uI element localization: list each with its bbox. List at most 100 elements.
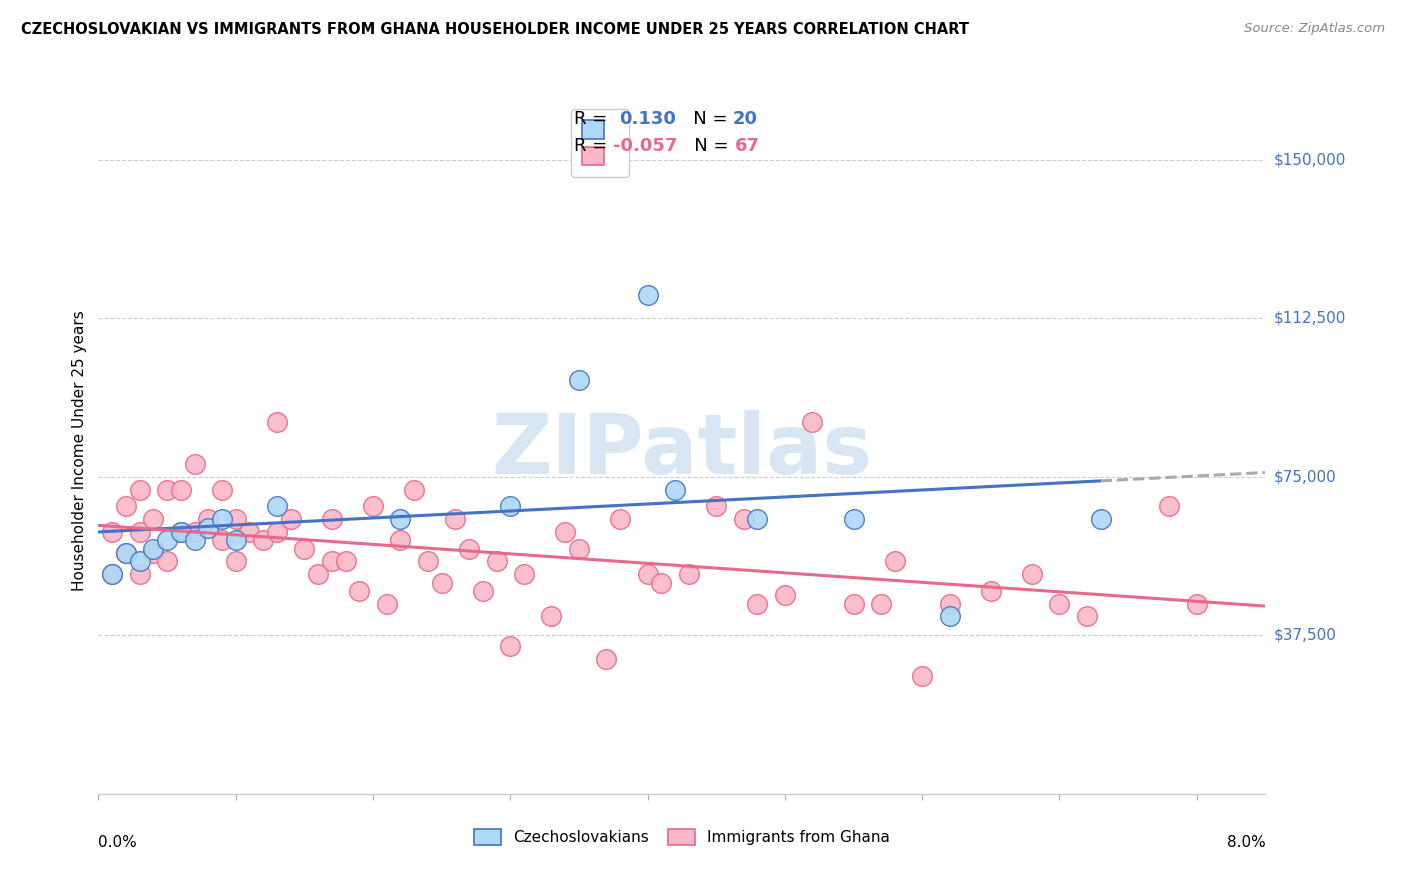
Point (911, 668, 934, 682)
Text: $37,500: $37,500 (1274, 628, 1337, 643)
Point (704, 500, 727, 514)
Point (142, 546, 165, 560)
Point (252, 533, 274, 548)
Point (375, 597, 398, 611)
Text: $112,500: $112,500 (1274, 311, 1346, 326)
Point (197, 520, 219, 534)
Text: 67: 67 (734, 136, 759, 155)
Point (747, 512, 769, 526)
Point (128, 567, 150, 582)
Point (115, 546, 138, 560)
Point (458, 541, 481, 556)
Point (1185, 597, 1208, 611)
Point (101, 567, 124, 582)
Text: -0.057: -0.057 (613, 136, 678, 155)
Point (101, 567, 124, 582)
Legend: Czechoslovakians, Immigrants from Ghana: Czechoslovakians, Immigrants from Ghana (468, 823, 896, 852)
Point (773, 588, 796, 602)
Point (156, 533, 179, 548)
Text: CZECHOSLOVAKIAN VS IMMIGRANTS FROM GHANA HOUSEHOLDER INCOME UNDER 25 YEARS CORRE: CZECHOSLOVAKIAN VS IMMIGRANTS FROM GHANA… (21, 22, 969, 37)
Point (115, 500, 138, 514)
Point (485, 554, 508, 568)
Point (1076, 609, 1098, 624)
Point (211, 483, 233, 497)
Text: Source: ZipAtlas.com: Source: ZipAtlas.com (1244, 22, 1385, 36)
Y-axis label: Householder Income Under 25 years: Householder Income Under 25 years (72, 310, 87, 591)
Point (197, 512, 219, 526)
Point (1159, 500, 1181, 514)
Text: 8.0%: 8.0% (1226, 835, 1265, 850)
Point (499, 500, 522, 514)
Point (883, 554, 905, 568)
Point (156, 554, 179, 568)
Point (499, 639, 522, 653)
Point (471, 584, 494, 599)
Text: $75,000: $75,000 (1274, 469, 1337, 484)
Point (280, 512, 302, 526)
Point (128, 483, 150, 497)
Point (637, 567, 659, 582)
Point (142, 512, 165, 526)
Point (156, 483, 179, 497)
Point (183, 524, 205, 539)
Point (292, 541, 315, 556)
Point (842, 597, 865, 611)
Point (980, 584, 1002, 599)
Text: 20: 20 (733, 111, 758, 128)
Text: R =: R = (574, 136, 613, 155)
Point (238, 524, 260, 539)
Text: ZIPatlas: ZIPatlas (492, 410, 872, 491)
Point (389, 512, 412, 526)
Point (101, 524, 124, 539)
Point (349, 584, 371, 599)
Point (266, 524, 288, 539)
Point (404, 483, 426, 497)
Point (664, 483, 686, 497)
Point (747, 597, 769, 611)
Text: $150,000: $150,000 (1274, 153, 1346, 168)
Point (183, 533, 205, 548)
Point (183, 457, 205, 471)
Point (513, 567, 536, 582)
Point (416, 554, 439, 568)
Text: R =: R = (574, 111, 619, 128)
Point (554, 524, 576, 539)
Point (938, 609, 960, 624)
Point (540, 609, 562, 624)
Point (115, 546, 138, 560)
Point (1090, 512, 1112, 526)
Point (733, 512, 755, 526)
Point (266, 500, 288, 514)
Point (170, 524, 193, 539)
Text: N =: N = (678, 136, 734, 155)
Text: N =: N = (675, 111, 733, 128)
Point (938, 597, 960, 611)
Point (801, 415, 824, 429)
Point (595, 651, 617, 665)
Point (142, 541, 165, 556)
Point (225, 554, 247, 568)
Point (225, 533, 247, 548)
Point (225, 512, 247, 526)
Point (211, 512, 233, 526)
Point (842, 512, 865, 526)
Point (678, 567, 700, 582)
Point (1049, 597, 1071, 611)
Point (128, 524, 150, 539)
Point (389, 533, 412, 548)
Point (211, 533, 233, 548)
Point (568, 373, 591, 387)
Point (609, 512, 631, 526)
Point (637, 288, 659, 302)
Point (321, 554, 343, 568)
Point (1021, 567, 1043, 582)
Point (266, 415, 288, 429)
Point (650, 575, 672, 590)
Point (568, 541, 591, 556)
Point (870, 597, 893, 611)
Point (321, 512, 343, 526)
Text: 0.130: 0.130 (619, 111, 675, 128)
Point (307, 567, 329, 582)
Point (335, 554, 357, 568)
Point (430, 575, 453, 590)
